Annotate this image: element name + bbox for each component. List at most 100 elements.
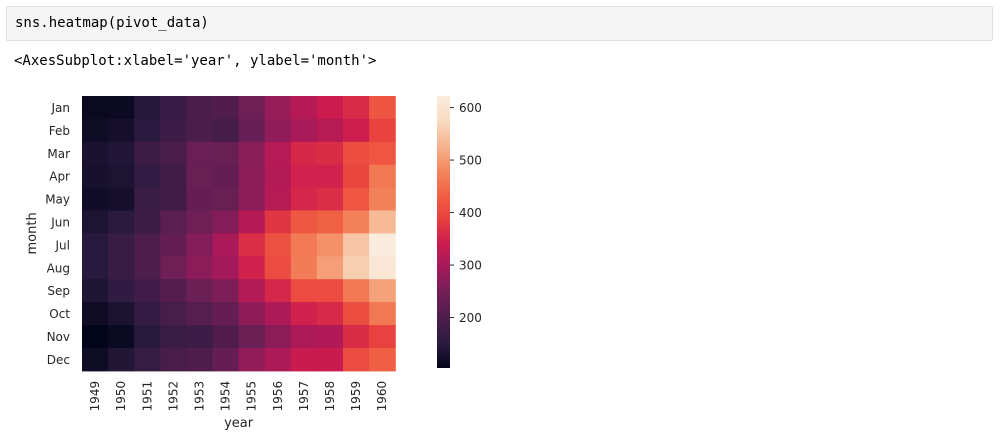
x-tick-label: 1957 [297,381,311,412]
heatmap-cell [212,233,240,257]
heatmap-cell [186,233,214,257]
heatmap-cell [134,256,161,280]
heatmap-cell [238,187,266,212]
heatmap-cell [212,279,240,303]
heatmap-cell [108,233,135,257]
heatmap-cell [186,325,214,349]
heatmap-cell [186,347,214,372]
heatmap-cell [134,118,161,143]
heatmap-cell [369,96,396,120]
heatmap-cell [290,118,318,143]
heatmap-cell [134,96,161,120]
heatmap-cell [238,347,266,372]
heatmap-cell [108,256,135,280]
heatmap-cell [82,256,109,280]
heatmap-cell [160,96,187,120]
heatmap-cell [134,164,161,189]
y-tick-labels: Jan Feb Mar Apr May Jun Jul Aug Sep Oct Nov Dec [45,101,70,367]
heatmap-cell [186,302,214,326]
heatmap-cell [108,96,135,120]
heatmap-cell [82,347,109,372]
heatmap-cell [369,256,396,280]
heatmap-cell [238,141,266,166]
heatmap-cell [212,347,240,372]
heatmap-cell [108,347,135,372]
heatmap-cell [108,210,135,234]
heatmap-cell [238,233,266,257]
heatmap-cell [82,187,109,212]
heatmap-cell [160,279,187,303]
heatmap-cell [82,279,109,303]
heatmap-cell [369,210,396,234]
heatmap-cell [264,141,292,166]
heatmap-cell [238,325,266,349]
heatmap-cell [108,164,135,189]
heatmap-cell [316,187,344,212]
y-tick-label: Apr [49,170,70,184]
y-tick-label: Dec [47,353,70,367]
heatmap-cell [238,256,266,280]
heatmap-cell [290,256,318,280]
x-tick-label: 1958 [323,381,337,412]
heatmap-cell [290,210,318,234]
heatmap-cell [316,279,344,303]
heatmap-cell [82,141,109,166]
heatmap-cell [134,210,161,234]
heatmap-cell [343,347,370,372]
heatmap-cell [369,141,396,166]
heatmap-cell [134,347,161,372]
heatmap-cell [108,187,135,212]
heatmap-cell [316,118,344,143]
heatmap-cell [160,325,187,349]
heatmap-cell [369,325,396,349]
heatmap-cell [108,279,135,303]
heatmap-cell [369,187,396,212]
heatmap-cell [186,256,214,280]
heatmap-cell [264,325,292,349]
y-tick-label: Mar [47,147,70,161]
x-tick-label: 1960 [375,381,389,412]
heatmap-cell [160,187,187,212]
heatmap-cell [290,325,318,349]
heatmap-cell [82,325,109,349]
y-tick-label: Jul [55,238,70,252]
colorbar-tick-label: 200 [459,311,482,325]
heatmap-cell [316,347,344,372]
code-cell[interactable]: sns.heatmap(pivot_data) [6,6,993,41]
heatmap-cell [316,96,344,120]
heatmap-cell [134,279,161,303]
colorbar-tick-label: 600 [459,101,482,115]
y-tick-label: May [45,193,70,207]
heatmap-cell [238,210,266,234]
heatmap-cell [160,256,187,280]
heatmap-cell [212,96,240,120]
heatmap-cell [108,118,135,143]
heatmap-cell [290,187,318,212]
heatmap-cell [343,164,370,189]
heatmap-cell [238,279,266,303]
colorbar-tick-label: 300 [459,259,482,273]
heatmap-cell [82,164,109,189]
heatmap-cell [343,279,370,303]
y-tick-label: Feb [49,124,70,138]
x-tick-label: 1954 [219,381,233,412]
heatmap-cell [212,187,240,212]
heatmap-cell [160,118,187,143]
heatmap-cell [82,210,109,234]
heatmap-cell [134,187,161,212]
colorbar-tick-label: 400 [459,206,482,220]
heatmap-cell [238,302,266,326]
heatmap-cell [264,302,292,326]
code-input[interactable]: sns.heatmap(pivot_data) [15,15,209,31]
heatmap-cell [212,302,240,326]
heatmap-cell [369,347,396,372]
heatmap-cell [343,325,370,349]
heatmap-cell [264,164,292,189]
heatmap-cell [343,256,370,280]
heatmap-cell [160,141,187,166]
heatmap-cell [290,302,318,326]
heatmap-cell [316,256,344,280]
heatmap-cell [343,302,370,326]
heatmap-cell [290,96,318,120]
